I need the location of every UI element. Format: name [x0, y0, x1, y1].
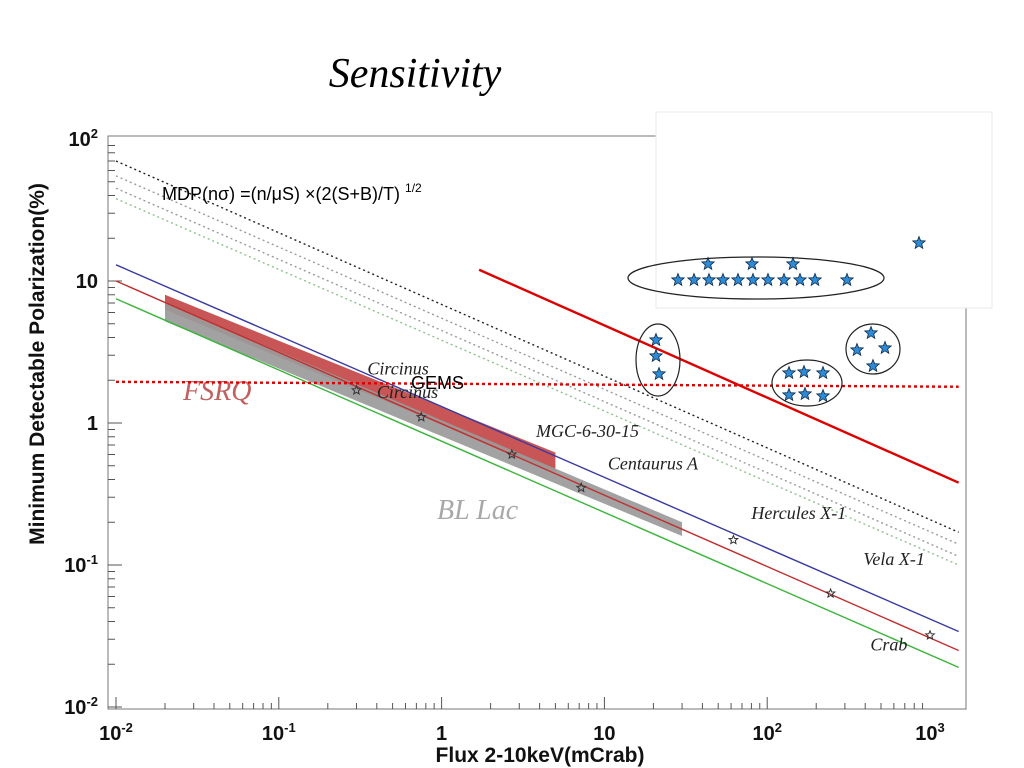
star-marker [849, 342, 865, 357]
mdp-curve-3 [115, 187, 959, 558]
slide-title: Sensitivity [328, 51, 502, 97]
star-marker [776, 272, 792, 287]
star-marker [651, 366, 667, 381]
source-marker [350, 384, 363, 395]
x-tick-label: 10-1 [262, 720, 296, 745]
mdp-curve-4 [115, 198, 959, 566]
star-marker [744, 256, 760, 271]
star-group-outlines [627, 256, 901, 407]
star-marker [686, 272, 702, 287]
star-marker [670, 272, 686, 287]
star-marker [792, 272, 808, 287]
star-marker [807, 272, 823, 287]
y-tick-label: 10-1 [64, 552, 98, 577]
y-tick-label: 102 [69, 126, 98, 151]
source-label: Crab [870, 634, 907, 654]
star-group-outline [635, 323, 681, 397]
mdp-curve-1 [115, 160, 959, 533]
star-marker [648, 348, 664, 363]
gems-stars [648, 235, 927, 403]
mdp-formula: MDP(nσ) =(n/μS) ×(2(S+B)/T) 1/2 [162, 181, 422, 204]
source-marker [415, 411, 427, 422]
star-marker [785, 256, 801, 271]
tick-labels: 10-2 10-1 1 10 102 103 10-2 10-1 1 10 102 [64, 126, 945, 745]
source-label: MGC-6-30-15 [535, 421, 639, 441]
star-marker [797, 386, 813, 401]
source-markers: Circinus Circinus MGC-6-30-15 Centaurus A He… [350, 358, 936, 654]
y-tick-label: 10-2 [64, 694, 98, 719]
x-tick-label: 103 [915, 720, 944, 745]
star-group-outline [627, 256, 885, 300]
source-marker [924, 629, 936, 640]
source-marker [727, 534, 739, 545]
source-marker [575, 481, 587, 493]
source-marker [825, 587, 837, 599]
x-axis-label: Flux 2-10keV(mCrab) [436, 744, 645, 767]
source-label: Hercules X-1 [750, 503, 846, 523]
star-marker [815, 388, 831, 403]
star-marker [700, 256, 716, 271]
sensitivity-red-line [478, 268, 960, 484]
mdp-curve-6 [115, 280, 959, 652]
star-marker [760, 272, 776, 287]
y-tick-label: 10 [76, 271, 98, 293]
star-marker [715, 272, 731, 287]
y-axis-label: Minimum Detectable Polarization(%) [26, 183, 49, 545]
x-tick-label: 102 [752, 720, 781, 745]
star-marker [815, 365, 831, 380]
gems-line [115, 380, 959, 388]
inset-panel [655, 111, 993, 309]
mdp-curve-7 [115, 298, 959, 669]
star-marker [745, 272, 761, 287]
star-marker [839, 272, 855, 287]
x-tick-label: 1 [436, 723, 447, 745]
gems-label: GEMS [411, 373, 464, 393]
mdp-formula-exponent: 1/2 [405, 181, 422, 195]
mdp-curve-2 [115, 175, 959, 545]
source-label: Circinus [367, 358, 428, 378]
source-label: Circinus [377, 382, 438, 402]
star-group-outline [845, 323, 901, 375]
star-marker [865, 358, 881, 373]
star-marker [730, 272, 746, 287]
y-tick-label: 1 [87, 413, 98, 435]
source-marker [506, 448, 518, 460]
mdp-curves [115, 160, 959, 669]
star-marker [863, 325, 879, 340]
reference-lines: GEMS [115, 268, 960, 484]
source-label: Vela X-1 [863, 549, 924, 569]
x-tick-label: 10 [593, 723, 615, 745]
star-marker [911, 235, 927, 250]
mdp-curve-5 [115, 264, 959, 633]
star-marker [877, 340, 893, 355]
star-marker [781, 387, 797, 402]
bl-lac-label: BL Lac [437, 495, 519, 526]
fsrq-label: FSRQ [182, 376, 251, 407]
x-tick-label: 10-2 [99, 720, 133, 745]
star-marker [648, 332, 664, 347]
star-marker [701, 272, 717, 287]
star-marker [796, 364, 812, 379]
star-group-outline [771, 359, 843, 407]
source-label: Centaurus A [608, 454, 699, 474]
minor-ticks [108, 144, 924, 709]
star-marker [781, 365, 797, 380]
mdp-formula-main: MDP(nσ) =(n/μS) ×(2(S+B)/T) [162, 184, 405, 204]
